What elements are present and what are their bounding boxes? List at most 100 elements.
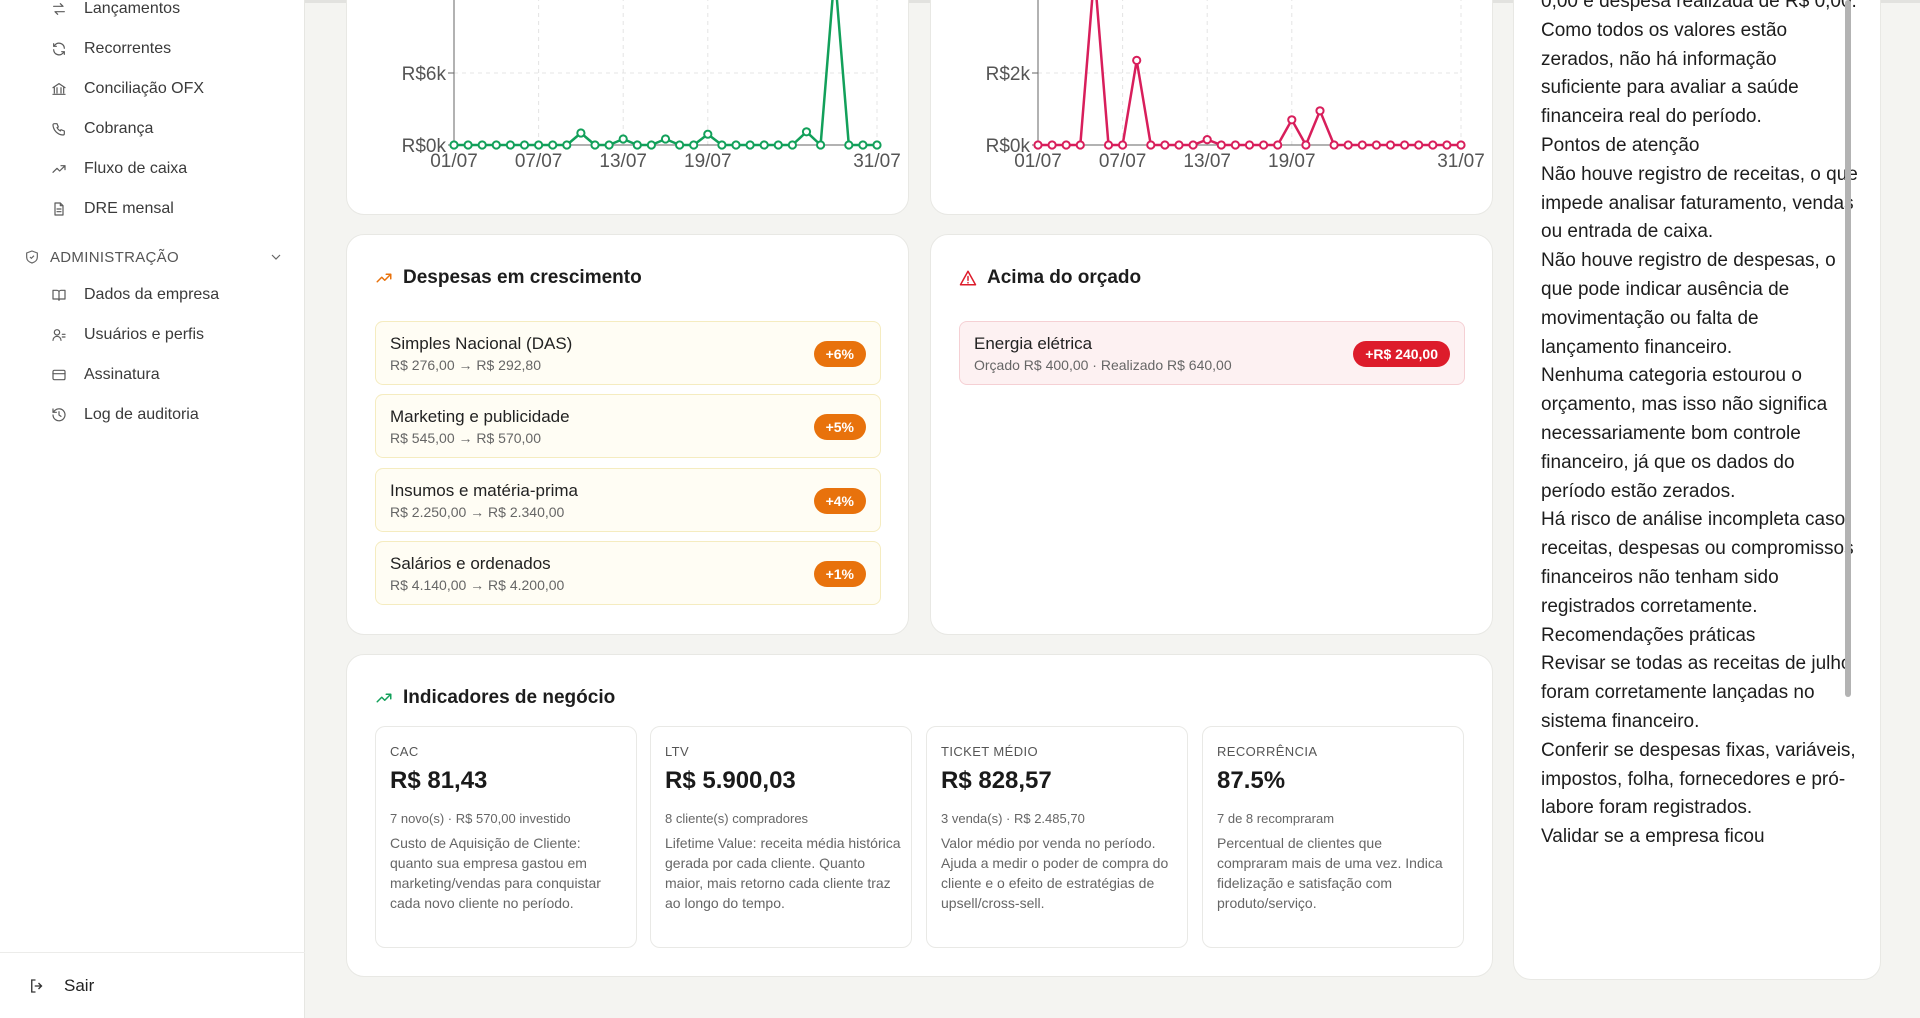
data-point — [604, 140, 614, 150]
data-point — [477, 140, 487, 150]
kpi-meta: 7 novo(s) · R$ 570,00 investido — [390, 811, 571, 826]
data-point — [1047, 140, 1057, 150]
analysis-heading: Recomendações práticas — [1541, 624, 1756, 646]
data-point — [689, 140, 699, 150]
kpi-label: RECORRÊNCIA — [1217, 744, 1318, 759]
data-point — [1033, 140, 1043, 150]
data-point — [1428, 140, 1438, 150]
data-point — [660, 134, 671, 144]
admin-section-toggle[interactable]: ADMINISTRAÇÃO — [24, 245, 284, 269]
kpi-meta: 7 de 8 recompraram — [1217, 811, 1335, 826]
data-point — [1442, 140, 1452, 150]
data-point — [1230, 140, 1240, 150]
data-point — [1061, 140, 1071, 150]
data-point — [1259, 140, 1269, 150]
kpi-card-ltv: LTV R$ 5.900,03 8 cliente(s) compradores… — [650, 726, 912, 948]
data-point — [787, 140, 797, 150]
x-tick-label: 01/07 — [1014, 151, 1062, 172]
x-tick-label: 07/07 — [1099, 151, 1147, 172]
data-point — [801, 127, 812, 137]
kpi-description: Custo de Aquisição de Cliente: quanto su… — [390, 835, 601, 911]
kpi-card-ticket: TICKET MÉDIO R$ 828,57 3 venda(s) · R$ 2… — [926, 726, 1188, 948]
kpi-value: 87.5% — [1217, 767, 1286, 794]
data-point — [1329, 140, 1339, 150]
sidebar-item-label: Conciliação OFX — [84, 80, 205, 97]
logout-button[interactable]: Sair — [0, 952, 305, 1018]
sidebar-item-label: Cobrança — [84, 120, 154, 137]
sidebar: Lançamentos Recorrentes Conciliação OFX … — [0, 0, 305, 1018]
data-point — [759, 140, 769, 150]
x-tick-label: 19/07 — [1268, 151, 1316, 172]
expense-name: Salários e ordenados — [390, 554, 551, 573]
analysis-scrollbar[interactable] — [1845, 0, 1851, 697]
sidebar-item-cobranca[interactable]: Cobrança — [50, 117, 153, 141]
analysis-paragraph: Não houve registro de receitas, o que im… — [1541, 163, 1858, 243]
sidebar-item-log[interactable]: Log de auditoria — [50, 403, 199, 427]
over-budget-title-text: Acima do orçado — [987, 267, 1142, 288]
kpi-meta: 3 venda(s) · R$ 2.485,70 — [941, 811, 1085, 826]
expense-name: Simples Nacional (DAS) — [390, 334, 573, 353]
data-point — [1414, 140, 1424, 150]
data-point — [858, 140, 868, 150]
growth-title-text: Despesas em crescimento — [403, 267, 642, 288]
analysis-paragraph: Há risco de análise incompleta caso rece… — [1541, 509, 1854, 617]
x-tick-label: 19/07 — [684, 151, 732, 172]
y-tick-label: R$2k — [986, 64, 1031, 85]
list-item: Marketing e publicidade R$ 545,00 → R$ 5… — [375, 394, 881, 458]
card-icon — [50, 366, 68, 384]
growth-card-title: Despesas em crescimento — [375, 267, 642, 289]
data-point — [844, 140, 854, 150]
data-point — [449, 140, 459, 150]
expense-chart: R$0k R$2k 01/07 07/07 13/07 19/07 31/07 — [986, 0, 1485, 172]
data-point — [519, 140, 530, 150]
sidebar-item-label: Fluxo de caixa — [84, 160, 188, 177]
data-point — [1103, 140, 1114, 150]
x-tick-label: 13/07 — [1183, 151, 1231, 172]
history-icon — [50, 406, 68, 424]
list-item: Simples Nacional (DAS) R$ 276,00 → R$ 29… — [375, 321, 881, 385]
kpi-meta: 8 cliente(s) compradores — [665, 811, 809, 826]
sidebar-item-dre[interactable]: DRE mensal — [50, 197, 174, 221]
x-tick-label: 01/07 — [430, 151, 478, 172]
x-tick-label: 31/07 — [853, 151, 901, 172]
revenue-chart-card: R$0k R$6k 01/07 07/07 13/07 19/07 31/07 — [346, 0, 909, 215]
y-tick-label: R$0k — [986, 136, 1031, 157]
kpi-label: TICKET MÉDIO — [941, 744, 1039, 759]
trend-up-icon — [376, 693, 392, 703]
x-tick-label: 07/07 — [515, 151, 563, 172]
sidebar-item-label: Lançamentos — [84, 0, 181, 17]
data-point — [1244, 140, 1255, 150]
kpi-label: CAC — [390, 744, 419, 759]
growth-badge: +6% — [813, 341, 866, 367]
growth-card: Despesas em crescimento Simples Nacional… — [346, 234, 909, 635]
over-budget-badge: +R$ 240,00 — [1353, 341, 1450, 367]
sidebar-item-label: Assinatura — [84, 366, 160, 383]
data-point — [1273, 140, 1283, 150]
sidebar-item-usuarios[interactable]: Usuários e perfis — [50, 323, 204, 347]
indicators-card: Indicadores de negócio CAC R$ 81,43 7 no… — [346, 654, 1493, 977]
data-point — [773, 140, 783, 150]
users-icon — [50, 326, 68, 344]
data-point — [872, 140, 882, 150]
analysis-paragraph: Validar se a empresa ficou — [1541, 826, 1765, 848]
kpi-card-cac: CAC R$ 81,43 7 novo(s) · R$ 570,00 inves… — [375, 726, 637, 948]
expense-chart-card: R$0k R$2k 01/07 07/07 13/07 19/07 31/07 — [930, 0, 1493, 215]
data-point — [675, 140, 685, 150]
sidebar-item-lancamentos[interactable]: Lançamentos — [50, 0, 180, 21]
data-point — [463, 140, 473, 150]
sidebar-item-fluxo[interactable]: Fluxo de caixa — [50, 157, 187, 181]
admin-section-label: ADMINISTRAÇÃO — [50, 248, 179, 266]
book-icon — [50, 286, 68, 304]
data-point — [590, 140, 600, 150]
analysis-paragraph: Conferir se despesas fixas, variáveis, i… — [1541, 739, 1856, 819]
logout-label: Sair — [64, 975, 95, 995]
y-tick-label: R$6k — [402, 64, 447, 85]
kpi-value: R$ 828,57 — [941, 767, 1052, 794]
kpi-description: Percentual de clientes que compraram mai… — [1217, 835, 1443, 911]
sidebar-item-dados-empresa[interactable]: Dados da empresa — [50, 283, 219, 307]
sidebar-item-recorrentes[interactable]: Recorrentes — [50, 37, 171, 61]
sidebar-item-assinatura[interactable]: Assinatura — [50, 363, 160, 387]
trend-up-icon — [50, 160, 68, 178]
data-point — [646, 140, 656, 150]
sidebar-item-conciliacao[interactable]: Conciliação OFX — [50, 77, 204, 101]
